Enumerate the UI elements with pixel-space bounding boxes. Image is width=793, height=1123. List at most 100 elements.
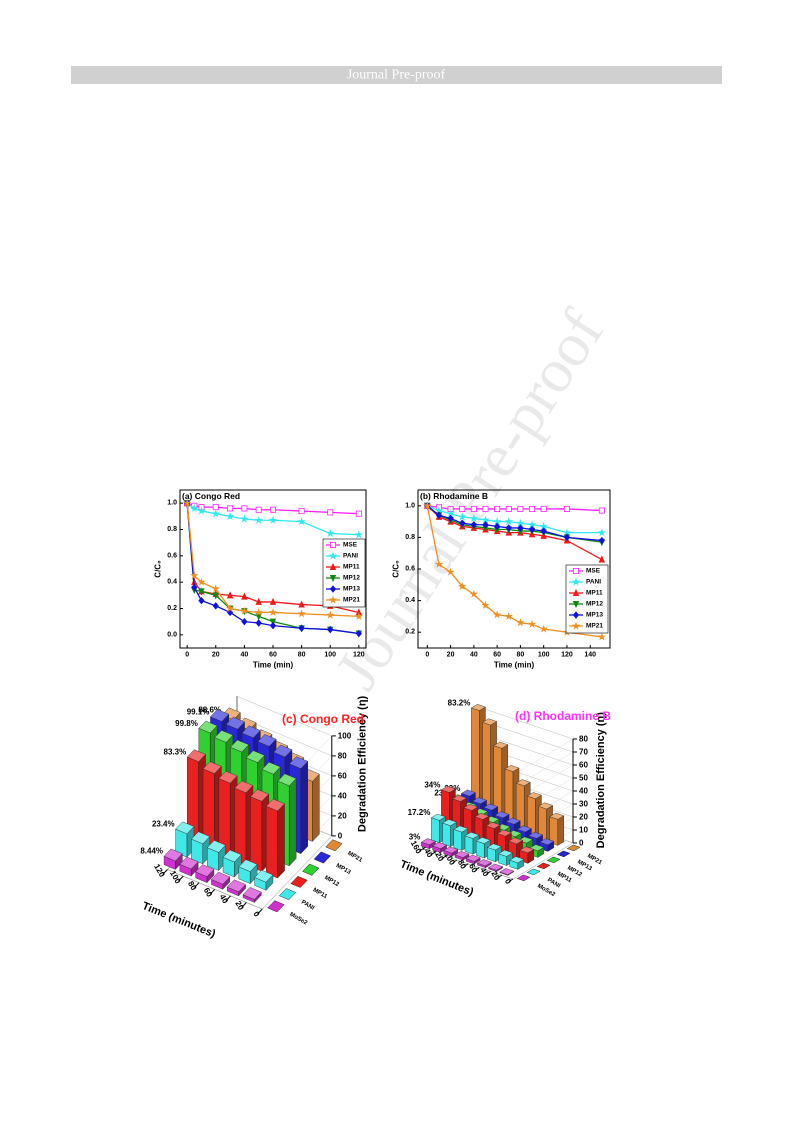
- legend-marker: [329, 585, 337, 593]
- legend-swatch: [566, 844, 581, 852]
- x-tick-label: 100: [324, 652, 336, 659]
- bar: [476, 859, 492, 869]
- y-axis-label: Degradation Efficiency (η): [595, 712, 607, 849]
- bar: [226, 879, 246, 897]
- marker: [298, 600, 305, 608]
- bar: [488, 863, 504, 872]
- marker: [190, 571, 199, 580]
- bar-top: [289, 756, 309, 769]
- bar: [211, 871, 231, 890]
- x-tick: [497, 874, 503, 879]
- marker: [470, 505, 477, 512]
- legend-label: MP13: [586, 612, 603, 619]
- bar-top: [509, 856, 525, 864]
- x-tick-label: 140: [584, 652, 596, 659]
- marker: [528, 525, 536, 534]
- bar-top: [464, 832, 480, 839]
- bar-top: [493, 741, 509, 749]
- marker: [598, 536, 605, 545]
- marker: [298, 624, 305, 632]
- x-tick-label: 80: [298, 652, 306, 659]
- bar-top: [273, 744, 293, 758]
- y-tick-label: 0.2: [405, 629, 415, 636]
- y-tick-label: 0.8: [167, 526, 177, 533]
- x-tick-label: 40: [240, 652, 248, 659]
- bar-top: [242, 887, 262, 900]
- marker: [563, 533, 571, 542]
- x-tick-label: 120: [353, 652, 365, 659]
- marker: [481, 600, 490, 609]
- x-axis-label: Time (min): [494, 661, 535, 670]
- marker: [268, 515, 278, 524]
- bar-top: [226, 879, 246, 893]
- legend-label: PANI: [343, 553, 358, 560]
- bar-top: [454, 851, 470, 858]
- marker: [240, 514, 249, 523]
- marker: [597, 528, 607, 537]
- y-tick-label: 30: [579, 800, 588, 809]
- data-label: 17.2%: [408, 808, 431, 817]
- x-tick-label: 0: [185, 652, 189, 659]
- y-tick-label: 60: [338, 771, 347, 780]
- bar-top: [186, 749, 206, 762]
- x-tick-label: 20: [212, 652, 220, 659]
- x-tick-label: 100: [538, 652, 550, 659]
- bar-top: [486, 843, 502, 851]
- header-title: Journal Pre-proof: [347, 68, 446, 83]
- bar: [195, 864, 215, 884]
- bar-top: [485, 822, 501, 829]
- marker: [505, 524, 512, 532]
- x-tick-label: 0: [251, 910, 261, 919]
- y-axis-label: C/C₀: [154, 560, 163, 578]
- bar-top: [452, 795, 468, 802]
- y-tick-label: 0.2: [167, 605, 177, 612]
- marker: [563, 505, 570, 512]
- x-tick: [486, 870, 491, 875]
- grid-line: [262, 815, 332, 890]
- bar-top: [179, 856, 199, 870]
- legend-marker: [329, 575, 337, 583]
- y-tick-label: 80: [579, 735, 588, 744]
- marker: [241, 505, 248, 512]
- bar-top: [504, 765, 520, 772]
- bar-top: [515, 779, 531, 787]
- y-tick-label: 0: [338, 831, 343, 840]
- marker: [225, 511, 235, 520]
- marker: [326, 529, 335, 538]
- y-tick-label: 20: [338, 811, 347, 820]
- marker: [469, 589, 479, 598]
- chart-title: (d) Rhodamine B: [515, 709, 611, 723]
- y-tick-label: 100: [338, 731, 352, 740]
- x-tick: [430, 851, 435, 856]
- bar: [254, 869, 274, 891]
- legend-swatch: [325, 839, 343, 852]
- bar-top: [499, 868, 515, 875]
- marker: [354, 611, 364, 620]
- bar-top: [175, 821, 195, 835]
- marker: [241, 617, 248, 626]
- bar-side: [300, 760, 308, 855]
- legend-swatch: [267, 900, 285, 913]
- bar-top: [254, 869, 274, 883]
- bar-top: [225, 716, 245, 730]
- legend-marker: [571, 621, 581, 630]
- bar-top: [257, 734, 277, 747]
- bar-top: [483, 803, 499, 811]
- legend-label: PANI: [586, 579, 601, 586]
- grid-line: [483, 708, 574, 740]
- bar-top: [265, 798, 285, 812]
- legend-swatch: [278, 888, 297, 900]
- x-tick: [257, 908, 263, 915]
- bar-top: [277, 773, 297, 787]
- y-tick-label: 20: [579, 813, 588, 822]
- legend-swatch: [290, 876, 308, 888]
- chart-title: (a) Congo Red: [182, 491, 240, 501]
- bar-top: [238, 859, 258, 872]
- bar-side: [557, 815, 565, 846]
- bar: [179, 856, 199, 877]
- bar: [509, 856, 525, 870]
- bar-top: [528, 831, 544, 839]
- marker: [354, 530, 364, 539]
